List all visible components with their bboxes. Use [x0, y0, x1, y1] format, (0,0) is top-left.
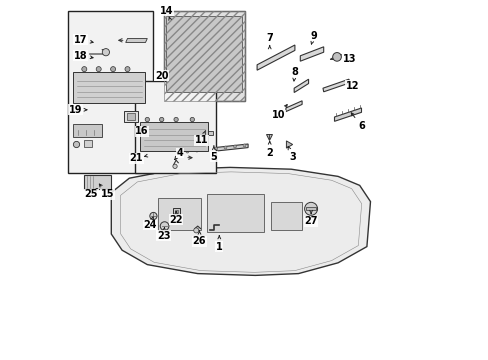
Circle shape	[204, 148, 207, 151]
Circle shape	[224, 146, 226, 149]
Polygon shape	[271, 202, 302, 230]
Bar	[175, 210, 178, 213]
Bar	[163, 11, 244, 101]
Bar	[206, 131, 213, 135]
Text: 23: 23	[157, 231, 170, 241]
Text: 22: 22	[169, 215, 183, 225]
Text: 7: 7	[266, 33, 272, 43]
Polygon shape	[322, 79, 349, 92]
Polygon shape	[174, 144, 247, 156]
Polygon shape	[329, 55, 341, 59]
Polygon shape	[306, 207, 315, 210]
Bar	[166, 16, 242, 92]
Circle shape	[190, 117, 194, 122]
Circle shape	[96, 67, 101, 72]
Text: 12: 12	[345, 81, 359, 91]
Text: 27: 27	[304, 216, 317, 226]
Text: 21: 21	[129, 153, 143, 163]
Text: 17: 17	[74, 35, 87, 45]
Bar	[134, 81, 215, 173]
Polygon shape	[73, 72, 145, 103]
Circle shape	[159, 117, 163, 122]
Text: 14: 14	[160, 6, 174, 16]
Text: 26: 26	[192, 236, 206, 246]
Text: 13: 13	[343, 54, 356, 64]
Circle shape	[81, 67, 87, 72]
Polygon shape	[73, 124, 102, 137]
Bar	[173, 208, 179, 214]
Text: 18: 18	[74, 51, 87, 61]
Text: 15: 15	[101, 189, 114, 199]
Circle shape	[195, 149, 198, 152]
Text: 8: 8	[291, 67, 298, 77]
Polygon shape	[257, 45, 294, 70]
Text: 10: 10	[272, 110, 285, 120]
Circle shape	[172, 164, 177, 168]
Circle shape	[243, 144, 245, 147]
Polygon shape	[125, 39, 147, 42]
Text: 24: 24	[143, 220, 157, 230]
Text: 6: 6	[357, 121, 364, 131]
Text: 1: 1	[216, 242, 222, 252]
Circle shape	[160, 222, 168, 230]
Circle shape	[214, 147, 217, 150]
Bar	[163, 11, 244, 101]
Text: 4: 4	[176, 148, 183, 158]
Polygon shape	[300, 47, 323, 61]
Text: 9: 9	[310, 31, 317, 41]
Text: 3: 3	[289, 152, 296, 162]
Circle shape	[332, 53, 341, 61]
Circle shape	[233, 145, 236, 148]
Text: 2: 2	[266, 148, 272, 158]
Polygon shape	[111, 167, 370, 275]
Text: 19: 19	[68, 105, 82, 115]
Circle shape	[102, 49, 109, 56]
Bar	[126, 113, 134, 120]
Circle shape	[304, 202, 317, 215]
Circle shape	[149, 212, 157, 220]
Polygon shape	[158, 198, 201, 230]
Circle shape	[125, 67, 130, 72]
Bar	[68, 11, 152, 173]
Bar	[84, 175, 111, 189]
Polygon shape	[140, 122, 208, 151]
Text: 16: 16	[135, 126, 148, 136]
Text: 11: 11	[194, 135, 207, 145]
Circle shape	[193, 228, 199, 233]
Polygon shape	[334, 108, 361, 121]
Polygon shape	[206, 194, 264, 232]
Text: 5: 5	[210, 152, 217, 162]
Circle shape	[174, 117, 178, 122]
Circle shape	[110, 67, 115, 72]
Bar	[123, 111, 137, 122]
Circle shape	[145, 117, 149, 122]
Polygon shape	[294, 79, 308, 93]
Text: 25: 25	[84, 189, 98, 199]
Text: 20: 20	[155, 71, 168, 81]
Circle shape	[176, 151, 179, 154]
Bar	[84, 140, 92, 147]
Polygon shape	[285, 101, 302, 112]
Circle shape	[185, 150, 188, 153]
